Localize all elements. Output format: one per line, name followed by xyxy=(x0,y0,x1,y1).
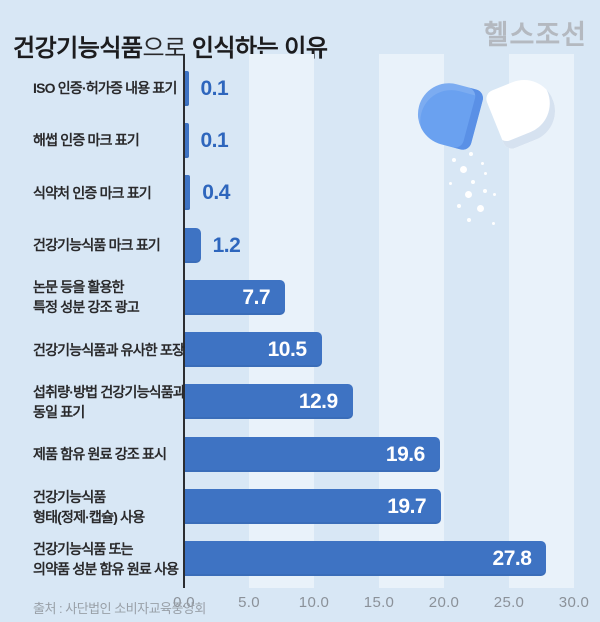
bar xyxy=(185,122,189,158)
powder-dot xyxy=(493,193,496,196)
category-label-line: 건강기능식품 마크 표기 xyxy=(33,237,161,254)
value-label: 1.2 xyxy=(212,233,241,257)
x-tick-label: 20.0 xyxy=(428,594,460,611)
category-label-line: 식약처 인증 마크 표기 xyxy=(33,184,152,201)
value-label: 12.9 xyxy=(298,390,338,414)
category-label: 식약처 인증 마크 표기 xyxy=(33,167,185,219)
value-label: 27.8 xyxy=(492,547,532,571)
title-part-regular: 으로 xyxy=(142,35,186,63)
category-label-line: 건강기능식품 xyxy=(33,488,106,505)
category-label-line: 제품 함유 원료 강조 표시 xyxy=(33,446,167,463)
bar xyxy=(185,436,440,472)
x-tick-label: 10.0 xyxy=(298,594,330,611)
category-label-line: 특정 성분 강조 광고 xyxy=(33,299,140,316)
value-label: 19.6 xyxy=(385,442,425,466)
x-tick-label: 30.0 xyxy=(558,594,590,611)
bar xyxy=(185,541,547,577)
capsule-half-blue-icon xyxy=(410,76,486,152)
bar xyxy=(185,175,191,211)
value-label: 0.4 xyxy=(202,181,230,205)
category-label-line: 섭취량·방법 건강기능식품과 xyxy=(33,383,186,400)
powder-dot xyxy=(460,166,467,173)
category-label: 건강기능식품과 유사한 포장 xyxy=(33,324,185,376)
powder-dot xyxy=(457,204,461,208)
value-label: 0.1 xyxy=(200,128,229,152)
powder-dot xyxy=(465,191,472,198)
category-label: ISO 인증·허가증 내용 표기 xyxy=(33,62,185,114)
powder-dot xyxy=(449,182,452,185)
bar xyxy=(185,279,286,315)
value-label: 10.5 xyxy=(267,338,307,362)
source-text: 출처 : 사단법인 소비자교육중앙회 xyxy=(33,601,206,616)
category-label-line: 건강기능식품 또는 xyxy=(33,540,134,557)
title-part-bold1: 건강기능식품 xyxy=(13,35,143,63)
bar xyxy=(185,384,353,420)
powder-dot xyxy=(484,172,487,175)
value-label: 19.7 xyxy=(387,495,427,519)
x-tick-label: 25.0 xyxy=(493,594,525,611)
powder-dot xyxy=(481,162,484,165)
capsule-illustration xyxy=(405,70,585,232)
powder-dot xyxy=(471,180,475,184)
value-label: 7.7 xyxy=(242,285,271,309)
category-label-line: 건강기능식품과 유사한 포장 xyxy=(33,341,185,358)
powder-dot xyxy=(469,152,473,156)
bar xyxy=(185,227,201,263)
powder-dot xyxy=(452,158,456,162)
value-label: 0.1 xyxy=(200,76,229,100)
category-label-line: 의약품 성분 함유 원료 사용 xyxy=(33,560,179,577)
bar xyxy=(185,332,322,368)
category-label: 해썹 인증 마크 표기 xyxy=(33,114,185,166)
x-tick-label: 0.0 xyxy=(173,594,195,611)
powder-dot xyxy=(467,218,471,222)
powder-dot xyxy=(477,205,484,212)
powder-dot xyxy=(492,222,495,225)
x-tick-label: 5.0 xyxy=(238,594,260,611)
powder-dot xyxy=(483,189,487,193)
bar xyxy=(185,489,442,525)
category-label-line: 형태(정제·캡슐) 사용 xyxy=(33,508,145,525)
category-label-line: ISO 인증·허가증 내용 표기 xyxy=(33,80,177,97)
category-label-line: 동일 표기 xyxy=(33,403,85,420)
x-tick-label: 15.0 xyxy=(363,594,395,611)
category-label: 제품 함유 원료 강조 표시 xyxy=(33,428,185,480)
bar xyxy=(185,70,189,106)
brand-logo: 헬스조선 xyxy=(483,20,587,50)
category-label: 건강기능식품 마크 표기 xyxy=(33,219,185,271)
category-label-line: 논문 등을 활용한 xyxy=(33,279,125,296)
category-label-line: 해썹 인증 마크 표기 xyxy=(33,132,140,149)
y-axis-line xyxy=(183,54,185,588)
capsule-half-white-icon xyxy=(483,70,565,152)
